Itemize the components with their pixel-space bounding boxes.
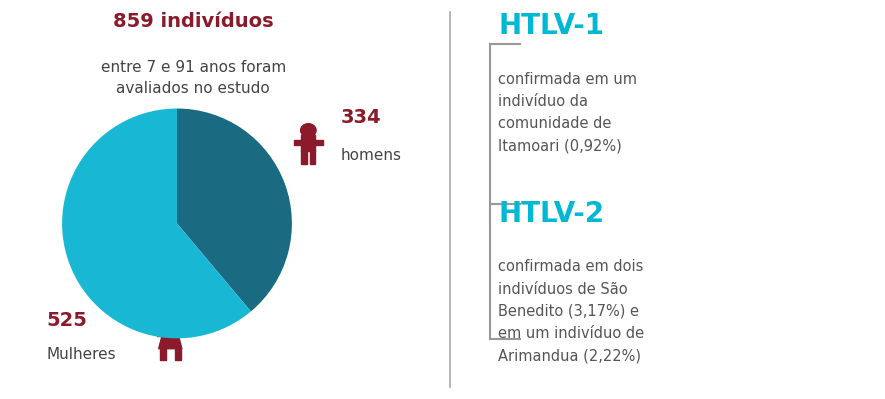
Text: entre 7 e 91 anos foram
avaliados no estudo: entre 7 e 91 anos foram avaliados no est… [101, 60, 286, 96]
Circle shape [163, 315, 178, 329]
FancyBboxPatch shape [294, 140, 301, 145]
Text: 334: 334 [341, 108, 381, 127]
Wedge shape [177, 109, 292, 312]
FancyBboxPatch shape [176, 332, 184, 336]
FancyBboxPatch shape [157, 332, 165, 336]
Text: 859 indivíduos: 859 indivíduos [113, 12, 273, 31]
Text: HTLV-1: HTLV-1 [498, 12, 604, 40]
Polygon shape [158, 326, 182, 349]
Text: HTLV-2: HTLV-2 [498, 200, 604, 227]
FancyBboxPatch shape [301, 135, 315, 150]
Text: Mulheres: Mulheres [46, 347, 116, 362]
FancyBboxPatch shape [301, 150, 307, 164]
FancyBboxPatch shape [174, 348, 181, 360]
Text: confirmada em dois
indivíduos de São
Benedito (3,17%) e
em um indivíduo de
Arima: confirmada em dois indivíduos de São Ben… [498, 259, 644, 363]
FancyBboxPatch shape [310, 150, 315, 164]
Text: confirmada em um
indivíduo da
comunidade de
Itamoari (0,92%): confirmada em um indivíduo da comunidade… [498, 72, 637, 154]
Wedge shape [62, 109, 251, 338]
Circle shape [301, 124, 316, 137]
FancyBboxPatch shape [315, 140, 323, 145]
FancyBboxPatch shape [160, 348, 165, 360]
Text: 525: 525 [46, 311, 87, 330]
Text: homens: homens [341, 148, 402, 163]
